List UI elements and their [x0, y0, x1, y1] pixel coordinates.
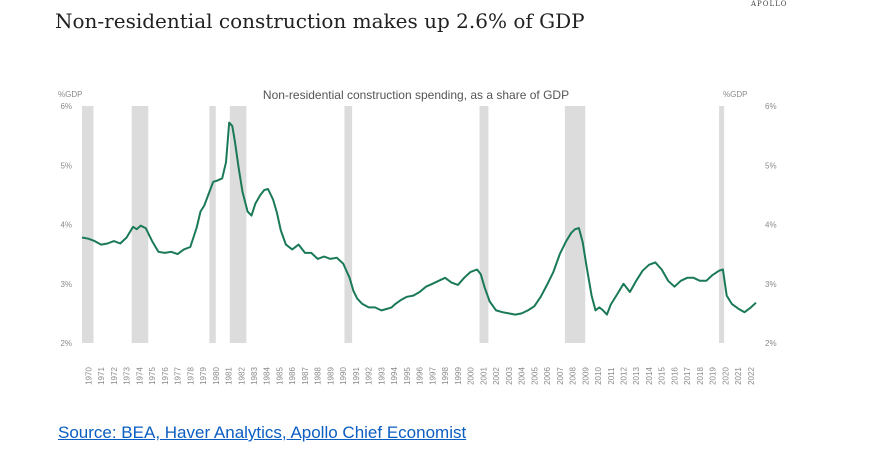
x-tick-label: 1977 — [174, 367, 183, 385]
x-tick-label: 1978 — [186, 367, 195, 385]
x-tick-label: 2012 — [619, 367, 628, 385]
y-tick-label-left: 3% — [60, 280, 72, 289]
x-tick-label: 1973 — [123, 367, 132, 385]
x-tick-label: 2001 — [479, 367, 488, 385]
x-tick-label: 1995 — [403, 367, 412, 385]
series-layer — [81, 121, 757, 316]
recession-band-4 — [344, 106, 353, 343]
x-tick-label: 1982 — [237, 367, 246, 385]
recession-band-6 — [564, 106, 586, 343]
x-tick-label: 1991 — [352, 367, 361, 385]
x-tick-label: 1985 — [275, 367, 284, 385]
x-tick-label: 1998 — [441, 367, 450, 385]
x-tick-label: 1988 — [314, 367, 323, 385]
recession-band-2 — [209, 106, 216, 343]
recession-band-3 — [229, 106, 247, 343]
y-tick-label-left: 4% — [60, 221, 72, 230]
x-tick-label: 1999 — [454, 367, 463, 385]
x-tick-label: 1980 — [212, 367, 221, 385]
y-tick-label-right: 3% — [765, 280, 777, 289]
recession-band-0 — [82, 106, 94, 343]
source-link[interactable]: Source: BEA, Haver Analytics, Apollo Chi… — [58, 423, 467, 442]
chart-title: Non-residential construction makes up 2.… — [55, 9, 585, 33]
x-tick-label: 2015 — [658, 367, 667, 385]
x-tick-label: 1975 — [148, 367, 157, 385]
x-tick-label: 2019 — [709, 367, 718, 385]
x-tick-label: 1996 — [416, 367, 425, 385]
x-tick-label: 2014 — [645, 367, 654, 385]
x-tick-label: 2006 — [543, 367, 552, 385]
y-tick-label-left: 5% — [60, 161, 72, 170]
x-tick-label: 2020 — [721, 367, 730, 385]
y-tick-label-left: 2% — [60, 339, 72, 348]
x-tick-label: 1983 — [250, 367, 259, 385]
recession-band-5 — [479, 106, 489, 343]
y-tick-label-right: 4% — [765, 221, 777, 230]
x-tick-label: 2010 — [594, 367, 603, 385]
x-tick-label: 1971 — [97, 367, 106, 385]
x-tick-label: 1981 — [225, 367, 234, 385]
x-tick-label: 1976 — [161, 367, 170, 385]
y-tick-label-right: 2% — [765, 339, 777, 348]
x-tick-label: 2000 — [467, 367, 476, 385]
x-tick-label: 2017 — [683, 367, 692, 385]
x-tick-label: 2021 — [734, 367, 743, 385]
y-tick-label-right: 6% — [765, 102, 777, 111]
x-tick-label: 1986 — [288, 367, 297, 385]
y-tick-label-left: 6% — [60, 102, 72, 111]
x-tick-label: 2018 — [696, 367, 705, 385]
x-tick-label: 2003 — [505, 367, 514, 385]
brand-logo-text: APOLLO — [751, 0, 788, 8]
x-tick-label: 2009 — [581, 367, 590, 385]
x-tick-label: 2004 — [518, 367, 527, 385]
series-line-0 — [81, 121, 757, 316]
x-tick-label: 1974 — [135, 367, 144, 385]
x-tick-label: 1990 — [339, 367, 348, 385]
x-tick-label: 1987 — [301, 367, 310, 385]
y-ticks-left: 2% 3% 4% 5% 6% — [60, 102, 72, 348]
x-tick-label: 1970 — [84, 367, 93, 385]
x-tick-label: 2005 — [530, 367, 539, 385]
y-tick-label-right: 5% — [765, 161, 777, 170]
x-tick-label: 1992 — [365, 367, 374, 385]
x-tick-label: 1993 — [377, 367, 386, 385]
x-tick-label: 1984 — [263, 367, 272, 385]
x-tick-label: 1979 — [199, 367, 208, 385]
x-tick-label: 1972 — [110, 367, 119, 385]
x-tick-label: 2011 — [607, 367, 616, 385]
x-tick-label: 1994 — [390, 367, 399, 385]
y-axis-label-left: %GDP — [58, 90, 82, 99]
plot-title: Non-residential construction spending, a… — [263, 88, 569, 102]
y-ticks-right: 2% 3% 4% 5% 6% — [765, 102, 777, 348]
recession-band-7 — [719, 106, 725, 343]
x-tick-label: 2016 — [670, 367, 679, 385]
x-tick-label: 2007 — [556, 367, 565, 385]
x-tick-label: 2002 — [492, 367, 501, 385]
y-axis-label-right: %GDP — [723, 90, 747, 99]
x-tick-label: 2008 — [569, 367, 578, 385]
x-ticks: 1970 1971 1972 1973 1974 1975 1976 1977 1978 1979… — [84, 367, 756, 385]
x-tick-label: 1989 — [326, 367, 335, 385]
recession-band-1 — [131, 106, 149, 343]
recession-bands — [82, 106, 725, 343]
x-tick-label: 2013 — [632, 367, 641, 385]
x-tick-label: 1997 — [428, 367, 437, 385]
x-tick-label: 2022 — [747, 367, 756, 385]
